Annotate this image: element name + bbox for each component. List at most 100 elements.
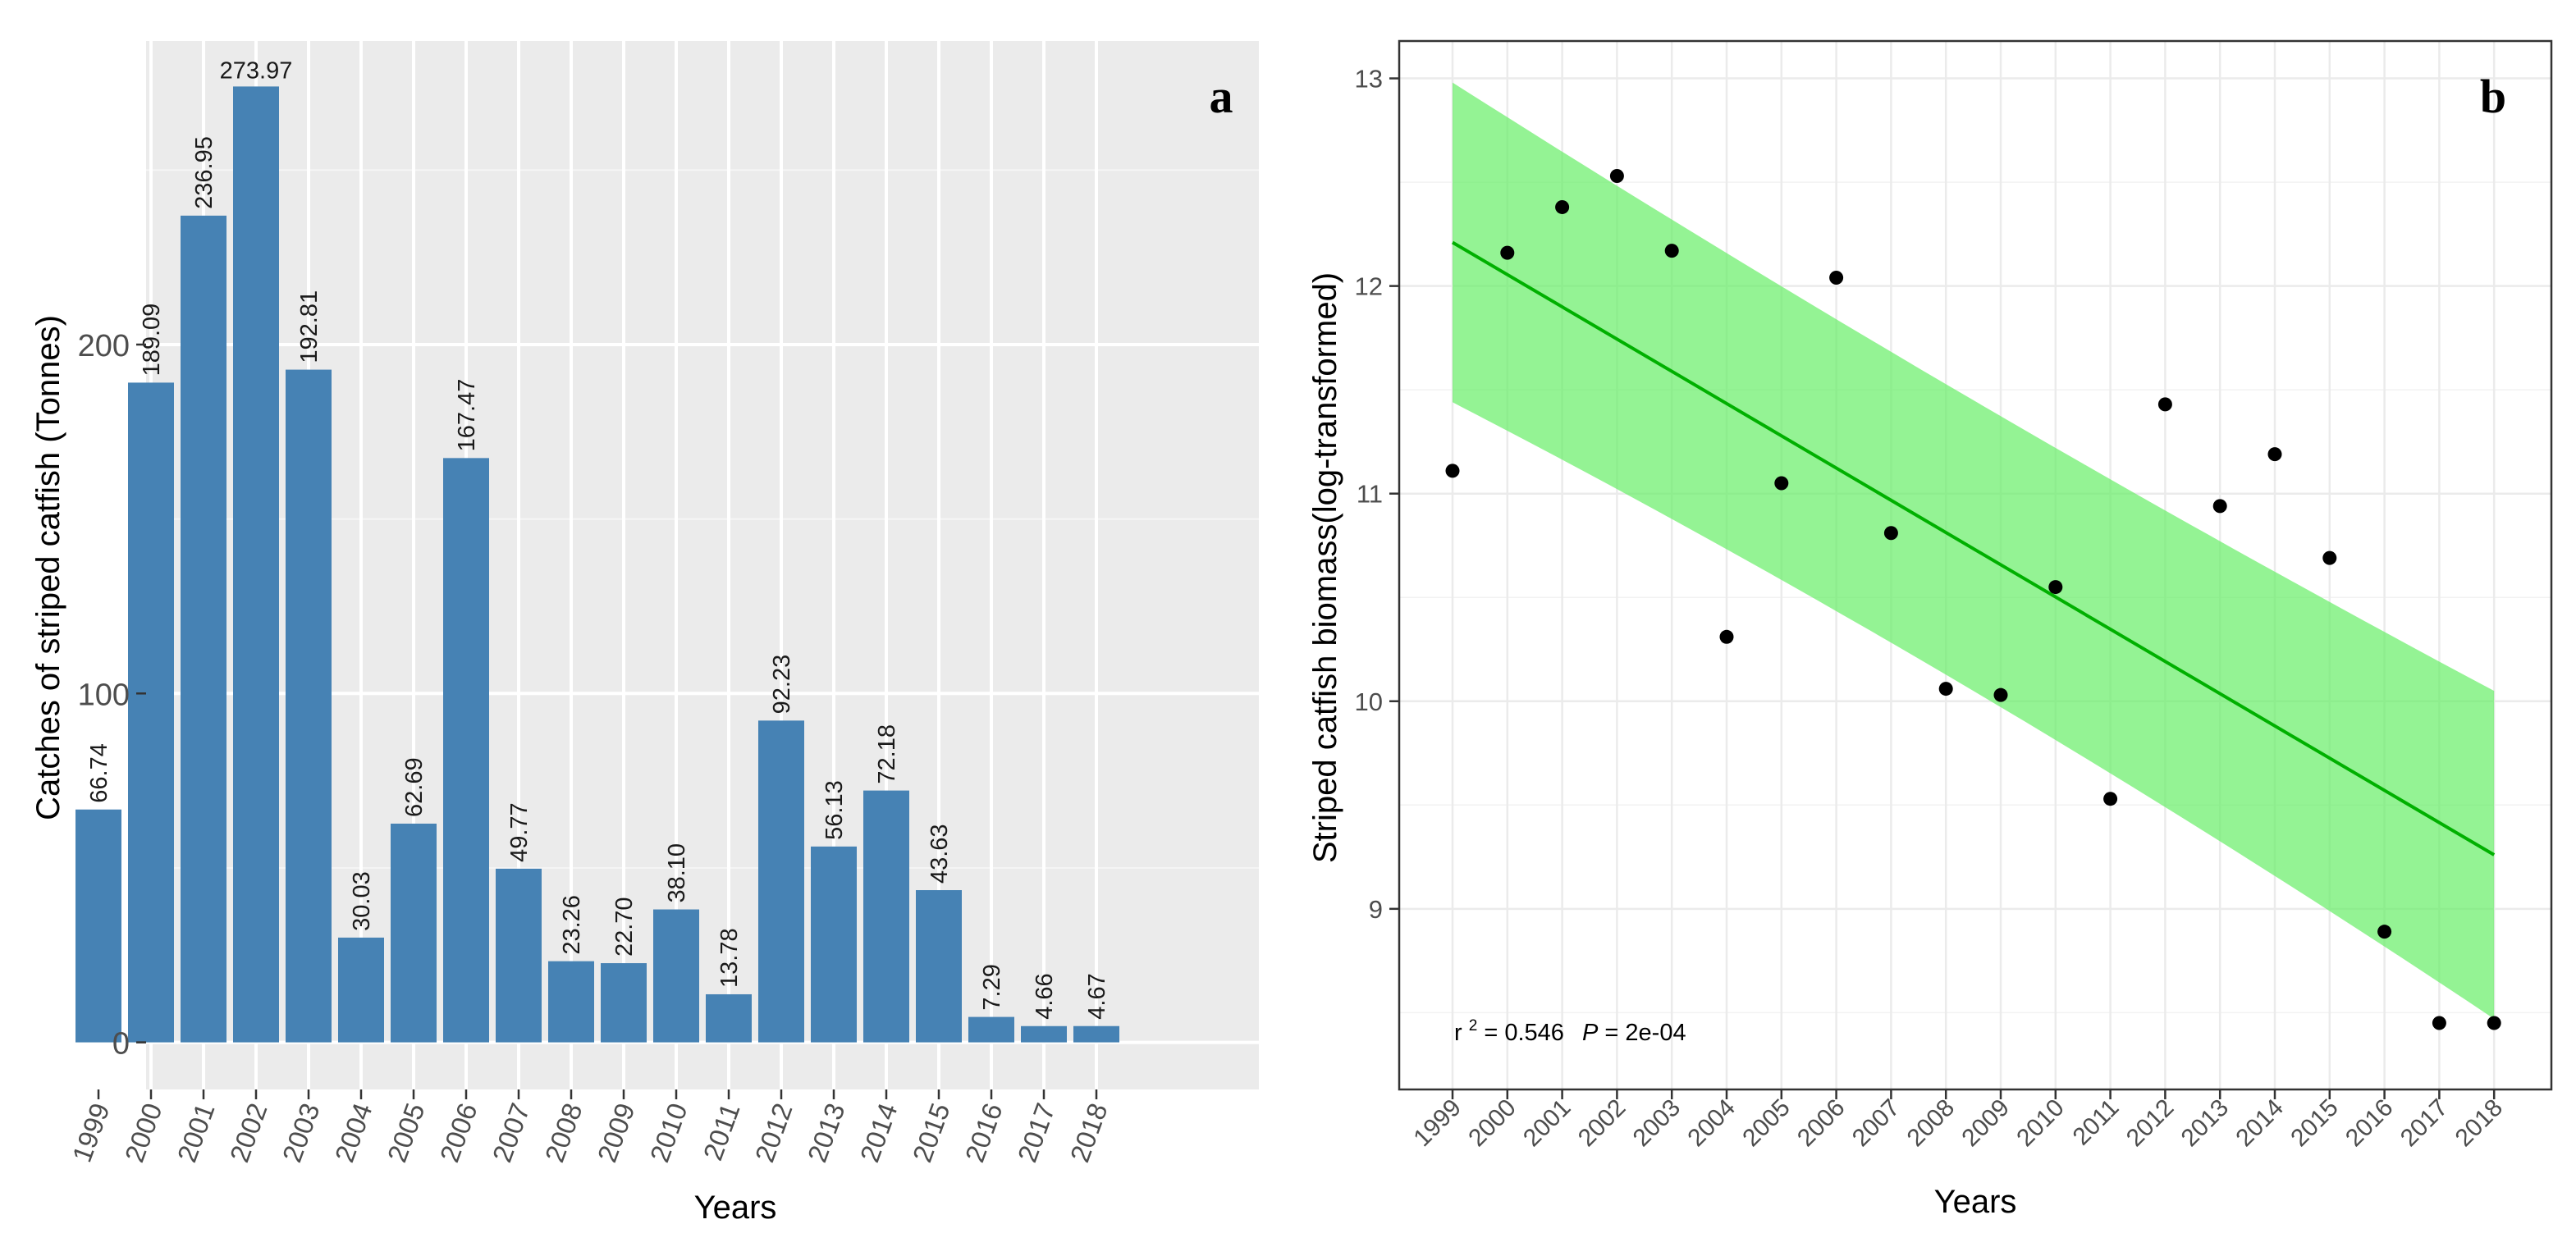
x-tick-label: 2006 [434,1099,483,1167]
bar-2017 [1021,1025,1067,1043]
y-tick-label: 0 [112,1027,130,1062]
x-tick-label: 2010 [2011,1094,2070,1153]
r-superscript: 2 [1469,1017,1478,1034]
panel-b-x-axis-label: Years [1934,1184,2017,1220]
bar-value-label: 22.70 [611,897,638,957]
x-tick-label: 2011 [2068,1094,2125,1151]
bar-2011 [706,993,752,1043]
bar-value-label: 4.66 [1032,973,1058,1019]
x-tick-label: 2002 [224,1099,273,1167]
x-tick-label: 2009 [592,1099,641,1167]
x-tick-label: 2014 [854,1099,904,1167]
bar-value-label: 192.81 [296,290,323,363]
data-point-2005 [1774,476,1789,491]
panel-a-value-labels: 66.74 189.09 236.95 273.97 192.81 30.03 62.69 1… [86,57,1110,1019]
fit-statistics-annotation: r 2 = 0.546 P = 2e-04 [1454,1010,1686,1046]
bar-value-label: 43.63 [927,824,953,884]
x-tick-label: 2016 [959,1099,1009,1167]
x-tick-label: 2012 [2121,1094,2180,1153]
bar-2003 [286,369,332,1043]
bar-2001 [181,215,226,1043]
bar-value-label: 62.69 [401,757,428,817]
x-tick-label: 2004 [329,1099,378,1167]
x-tick-label: 2014 [2231,1094,2289,1153]
data-point-2008 [1938,682,1953,697]
panel-a-x-axis-label: Years [694,1190,777,1226]
bar-2007 [496,868,542,1043]
bar-value-label: 49.77 [506,802,533,862]
data-point-2018 [2487,1016,2501,1030]
x-tick-label: 2007 [1847,1094,1906,1153]
bar-2015 [916,890,962,1043]
y-tick-label: 12 [1355,272,1383,301]
y-tick-label: 100 [78,678,130,712]
panel-b-y-axis-label: Striped catfish biomass(log-transformed) [1307,272,1343,863]
bar-value-label: 66.74 [86,743,112,803]
y-tick-label: 11 [1357,480,1383,509]
panel-a-x-ticks: 1999 2000 2001 2002 2003 2004 2005 2006 2007 2008… [66,1089,1114,1166]
bar-1999 [75,809,121,1043]
x-tick-label: 2004 [1682,1094,1741,1153]
bar-2012 [758,720,804,1043]
bar-2000 [128,382,174,1043]
panel-b-label: b [2480,70,2506,123]
bar-2010 [653,909,699,1043]
x-tick-label: 2001 [1518,1094,1576,1153]
data-point-2010 [2048,580,2063,595]
y-tick-label: 200 [78,329,130,363]
data-point-2000 [1500,245,1515,260]
panel-b-x-ticks: 1999200020012002200320042005200620072008… [1408,1089,2508,1152]
data-point-2012 [2157,397,2172,412]
data-point-2007 [1883,526,1898,541]
panel-b-border [1398,39,2553,1091]
x-tick-label: 2001 [172,1099,221,1167]
x-tick-label: 2012 [749,1099,798,1167]
bar-value-label: 236.95 [191,136,217,209]
panel-a: 66.74 189.09 236.95 273.97 192.81 30.03 62.69 1… [30,41,1259,1226]
data-point-2014 [2267,447,2282,462]
x-tick-label: 2007 [487,1099,536,1167]
x-tick-label: 2016 [2340,1094,2399,1153]
r-symbol: r [1454,1020,1462,1046]
bar-value-label: 167.47 [454,379,480,452]
x-tick-label: 2003 [277,1099,326,1167]
bar-2002 [233,86,279,1043]
regression-line [1451,240,2496,856]
x-tick-label: 2013 [2176,1094,2235,1153]
x-tick-label: 2008 [1902,1094,1961,1153]
x-tick-label: 2009 [1956,1094,2015,1153]
data-point-2011 [2103,792,2118,806]
bar-value-label: 4.67 [1084,973,1110,1019]
data-point-2002 [1609,168,1624,183]
bar-value-label: 92.23 [769,655,795,715]
panel-a-bars [75,86,1119,1043]
panel-b-points [1445,168,2501,1030]
data-point-2009 [1993,687,2008,702]
data-point-2013 [2212,499,2227,514]
panel-a-y-ticks: 0 100 200 [78,329,146,1062]
bar-2009 [601,963,647,1043]
x-tick-label: 2017 [2395,1094,2454,1153]
y-tick-label: 9 [1369,895,1383,924]
data-point-2015 [2322,550,2337,565]
x-tick-label: 2006 [1792,1094,1851,1153]
data-point-2003 [1664,244,1679,258]
bar-2016 [968,1016,1014,1043]
data-point-2016 [2377,925,2392,939]
bar-2008 [548,961,594,1043]
data-point-2001 [1555,199,1570,214]
x-tick-label: 2015 [2285,1094,2344,1153]
panel-b-y-ticks: 9 10 11 12 13 [1355,65,1399,924]
x-tick-label: 1999 [66,1099,116,1167]
x-tick-label: 2018 [1064,1099,1114,1167]
confidence-band [1453,82,2495,1020]
x-tick-label: 2008 [539,1099,588,1167]
x-tick-label: 2017 [1012,1099,1061,1167]
bar-value-label: 189.09 [139,304,165,377]
bar-value-label: 273.97 [220,57,293,84]
bar-value-label: 23.26 [559,895,585,955]
x-tick-label: 2015 [907,1099,956,1167]
bar-2018 [1073,1025,1119,1043]
